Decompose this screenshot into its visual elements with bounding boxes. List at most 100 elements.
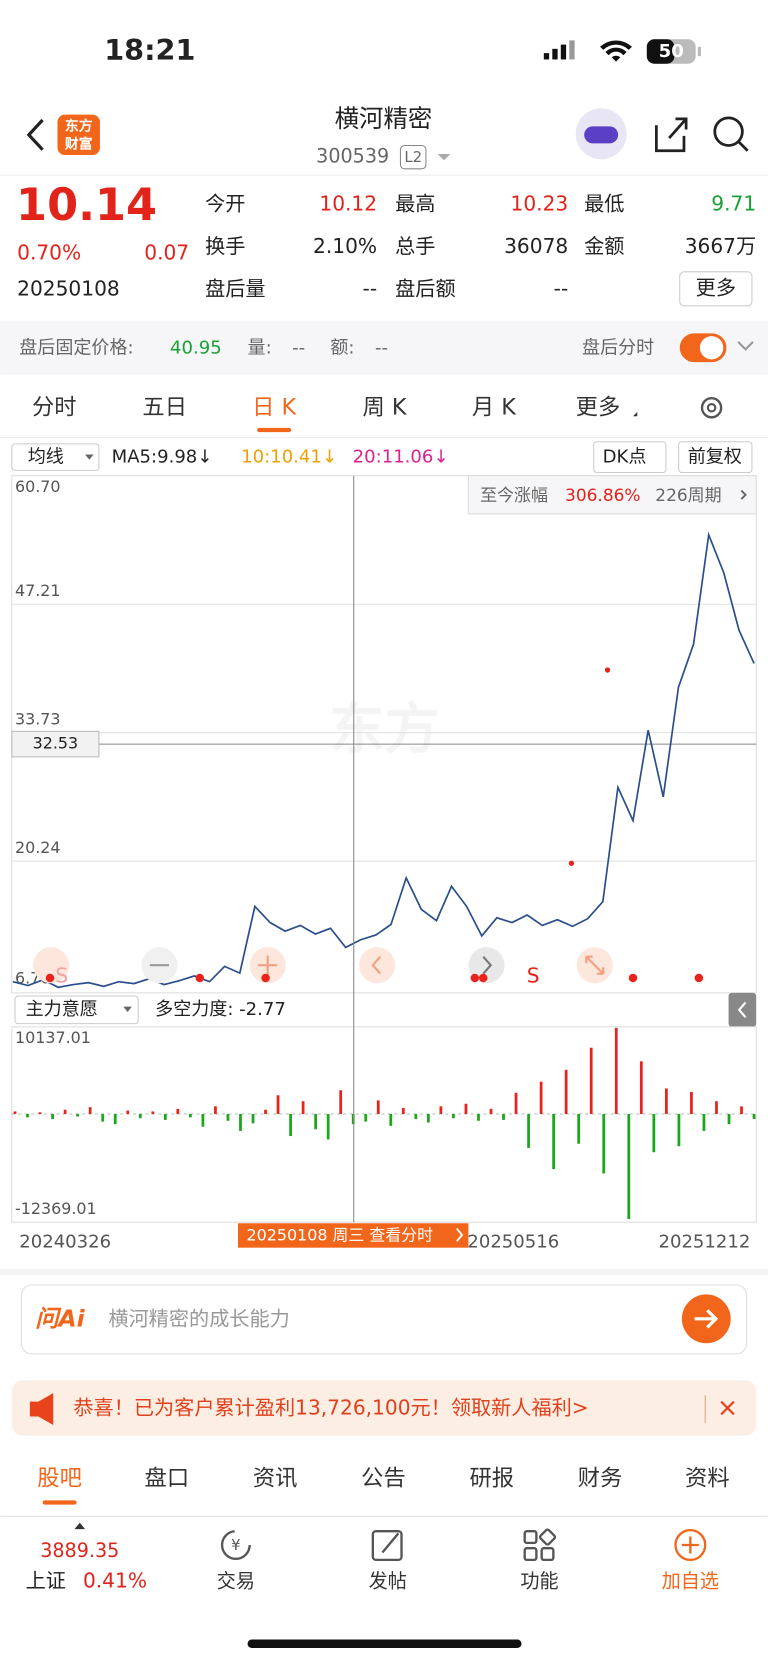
- level-badge: [399, 144, 427, 170]
- field-value: 10.12: [319, 191, 377, 215]
- field-label: 今开: [205, 191, 245, 215]
- level-badge-text: L2: [404, 148, 422, 166]
- dk-button-text: DK点: [603, 447, 647, 468]
- flow-bar: [602, 1113, 606, 1174]
- section-tab[interactable]: 资讯: [253, 1466, 298, 1492]
- back-button[interactable]: [26, 118, 44, 151]
- nav-icons: ¥: [220, 1528, 707, 1562]
- y-tick-label: 47.21: [15, 581, 61, 600]
- chart-tab[interactable]: 分时: [32, 394, 77, 420]
- chart-controls: [33, 667, 704, 984]
- section-tab[interactable]: 资料: [685, 1466, 730, 1492]
- indicator-frame: [11, 1026, 757, 1223]
- ma10: 10:10.41↓: [241, 447, 337, 468]
- flow-bar: [214, 1106, 217, 1114]
- field-label: 盘后额: [395, 276, 455, 300]
- adjust-button[interactable]: [678, 441, 753, 474]
- flow-bar: [188, 1113, 192, 1118]
- ai-placeholder: 横河精密的成长能力: [108, 1306, 289, 1330]
- share-button[interactable]: [654, 117, 688, 153]
- expand-arrow[interactable]: [737, 341, 754, 351]
- ai-input[interactable]: [20, 1284, 748, 1355]
- dropdown-arrow: [633, 412, 638, 417]
- flow-bar: [489, 1108, 493, 1114]
- section-tab[interactable]: 股吧: [37, 1466, 82, 1492]
- flow-bar: [502, 1113, 505, 1120]
- ma-selector-text: 均线: [28, 447, 64, 468]
- settings-button[interactable]: [700, 397, 723, 419]
- logo-text: 财富: [65, 135, 93, 152]
- ai-brand: 问Ai: [35, 1304, 85, 1332]
- indicator-selector[interactable]: [14, 995, 139, 1025]
- field-label: 总手: [395, 234, 435, 258]
- field-label: 最低: [584, 191, 624, 215]
- search-button[interactable]: [713, 116, 744, 147]
- avatar-face: [584, 126, 619, 144]
- ma20: 20:11.06↓: [353, 447, 449, 468]
- nav-item[interactable]: 发帖: [369, 1570, 407, 1593]
- flow-bar: [251, 1113, 255, 1124]
- flow-bar: [614, 1027, 618, 1114]
- collapse[interactable]: [33, 947, 70, 984]
- flow-bar: [301, 1101, 305, 1114]
- nav-item[interactable]: 功能: [520, 1570, 558, 1593]
- section-tab[interactable]: 财务: [578, 1466, 623, 1492]
- period-span: 226周期: [655, 486, 721, 506]
- nav-item[interactable]: 交易: [217, 1570, 255, 1593]
- flow-bar: [452, 1113, 455, 1119]
- flow-bar: [376, 1100, 380, 1114]
- tooltip-text: 20250108 周三 查看分时: [246, 1226, 433, 1245]
- field-value: 36078: [504, 234, 568, 258]
- dropdown-arrow[interactable]: [437, 153, 451, 161]
- flow-bar: [38, 1112, 42, 1114]
- search-handle: [737, 140, 749, 152]
- flow-bar: [163, 1113, 167, 1120]
- quote-date: 20250108: [17, 276, 120, 300]
- flow-bar: [752, 1113, 756, 1120]
- ma-selector[interactable]: [11, 443, 100, 471]
- tooltip[interactable]: [237, 1223, 469, 1248]
- adjust-button-text: 前复权: [688, 447, 742, 468]
- nav-item[interactable]: 加自选: [662, 1570, 719, 1593]
- period-box[interactable]: [467, 475, 757, 515]
- divider: [0, 1268, 768, 1276]
- flow-bar: [664, 1088, 668, 1114]
- field-label: 换手: [205, 234, 245, 258]
- scroll-left[interactable]: [359, 947, 396, 984]
- flow-bar: [439, 1106, 443, 1114]
- flow-bar: [401, 1108, 405, 1114]
- field-value: --: [554, 276, 569, 300]
- close-banner[interactable]: [720, 1400, 735, 1416]
- chart-tab[interactable]: 日 K: [252, 394, 297, 420]
- flow-bar: [715, 1101, 718, 1114]
- chart-tab[interactable]: 周 K: [363, 394, 408, 420]
- flow-bar: [426, 1113, 430, 1123]
- svg-text:¥: ¥: [231, 1536, 240, 1554]
- flow-bar: [138, 1113, 142, 1119]
- chart-tab[interactable]: 更多: [576, 394, 621, 420]
- home-indicator: [247, 1639, 522, 1649]
- field-value: 3667万: [685, 234, 756, 258]
- flow-bar: [527, 1113, 530, 1148]
- indicator-selector-text: 主力意愿: [26, 999, 98, 1020]
- chart-tab[interactable]: 月 K: [472, 394, 517, 420]
- field-value: 9.71: [711, 191, 756, 215]
- scroll-right[interactable]: [468, 947, 505, 984]
- tab-underline: [42, 1500, 77, 1505]
- index-value: 3889.35: [40, 1539, 119, 1562]
- flow-bar: [514, 1092, 518, 1114]
- section-tab[interactable]: 盘口: [145, 1466, 190, 1492]
- chart-tab[interactable]: 五日: [142, 394, 187, 420]
- flow-bar: [639, 1061, 643, 1114]
- section-tab[interactable]: 公告: [361, 1466, 406, 1492]
- promo-banner[interactable]: [11, 1380, 757, 1436]
- dk-button[interactable]: [593, 441, 667, 474]
- section-tab[interactable]: 研报: [469, 1466, 514, 1492]
- x-tick-label: 20251212: [658, 1231, 750, 1252]
- flow-bar: [652, 1113, 656, 1153]
- more-button[interactable]: [679, 271, 753, 307]
- promo-text: 恭喜！已为客户累计盈利13,726,100元！领取新人福利>: [73, 1396, 588, 1420]
- settings-icon: [706, 402, 717, 413]
- flow-bar: [702, 1113, 706, 1131]
- side-tab[interactable]: [728, 992, 757, 1027]
